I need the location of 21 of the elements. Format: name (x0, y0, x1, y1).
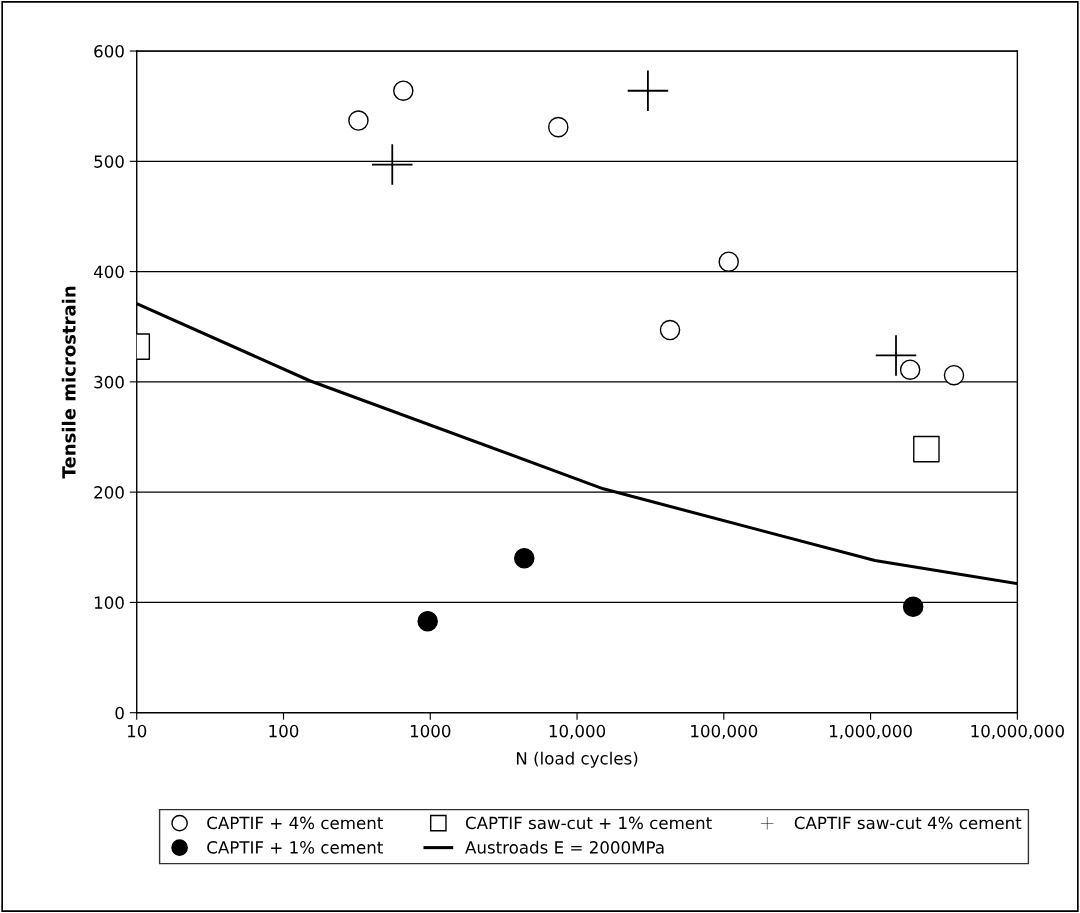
y-tick-label: 600 (94, 45, 124, 58)
x-tick-label: 10 (127, 724, 147, 738)
y-tick-label: 200 (94, 486, 124, 499)
legend-label: Austroads E = 2000MPa (465, 840, 664, 854)
x-tick-label: 100,000 (691, 724, 758, 740)
y-tick-label: 300 (94, 375, 124, 389)
y-tick-label: 100 (94, 596, 124, 609)
x-axis-title: N (load cycles) (516, 751, 638, 768)
legend-label: CAPTIF saw-cut 4% cement (794, 816, 1022, 830)
x-tick-label: 1000 (410, 724, 451, 738)
y-tick-label: 0 (115, 706, 124, 720)
x-tick-label: 1,000,000 (830, 724, 912, 740)
y-tick-label: 400 (93, 265, 124, 279)
x-tick-label: 10,000 (549, 724, 606, 740)
legend-label: CAPTIF saw-cut + 1% cement (465, 816, 712, 830)
x-tick-label: 10,000,000 (971, 724, 1064, 740)
x-tick-label: 100 (269, 724, 299, 738)
y-tick-label: 500 (94, 155, 124, 168)
legend-label: CAPTIF + 1% cement (207, 841, 383, 854)
y-axis-title: Tensile microstrain (61, 286, 76, 479)
legend-label: CAPTIF + 4% cement (207, 816, 383, 830)
